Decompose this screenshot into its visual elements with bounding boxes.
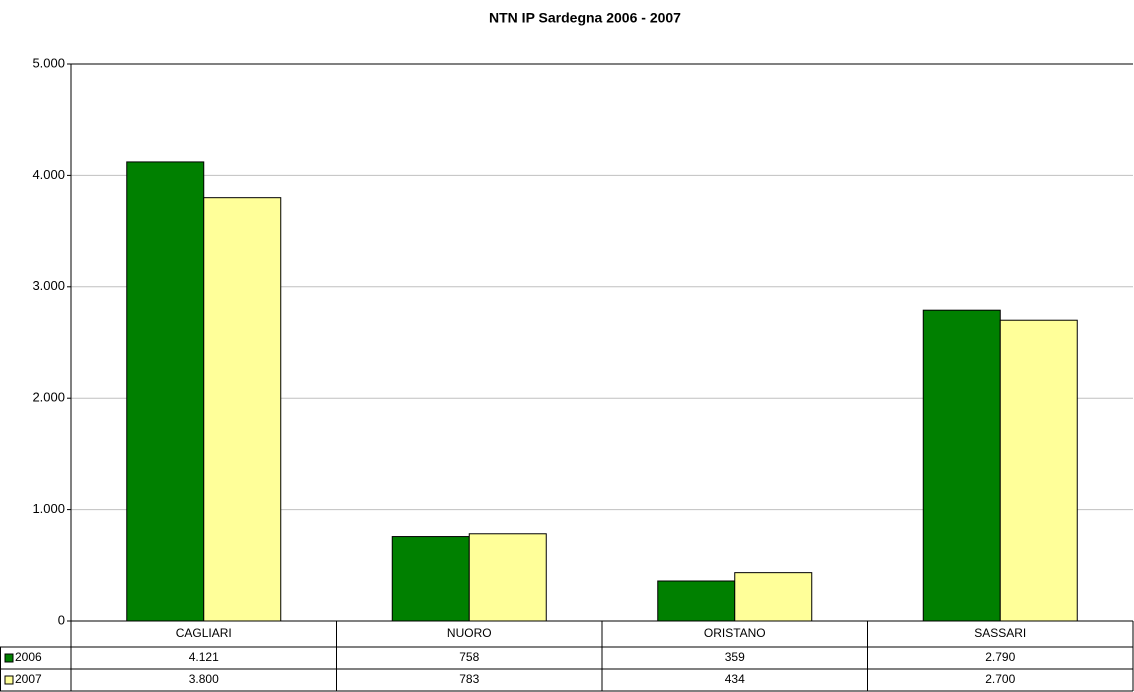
bar xyxy=(657,580,736,622)
legend-key xyxy=(4,675,14,685)
bar xyxy=(468,533,547,622)
legend-label: 2007 xyxy=(15,672,42,686)
data-label: 434 xyxy=(725,672,745,686)
bar xyxy=(999,319,1078,622)
data-label: 4.121 xyxy=(189,650,219,664)
bar xyxy=(126,161,205,622)
data-label: 359 xyxy=(725,650,745,664)
x-tick-label: NUORO xyxy=(447,626,492,640)
bar xyxy=(734,572,813,622)
data-label: 2.700 xyxy=(985,672,1015,686)
y-tick-label: 4.000 xyxy=(32,167,65,182)
x-tick-label: CAGLIARI xyxy=(176,626,232,640)
chart-title: NTN IP Sardegna 2006 - 2007 xyxy=(489,10,681,26)
legend-label: 2006 xyxy=(15,650,42,664)
x-tick-label: SASSARI xyxy=(974,626,1026,640)
legend-key xyxy=(4,653,14,663)
y-tick-label: 1.000 xyxy=(32,501,65,516)
y-tick-label: 5.000 xyxy=(32,55,65,70)
bar xyxy=(922,309,1001,622)
data-label: 2.790 xyxy=(985,650,1015,664)
bar xyxy=(391,536,470,622)
data-label: 3.800 xyxy=(189,672,219,686)
x-tick-label: ORISTANO xyxy=(704,626,766,640)
y-tick-label: 3.000 xyxy=(32,278,65,293)
y-tick-label: 0 xyxy=(58,612,65,627)
data-label: 758 xyxy=(459,650,479,664)
bar xyxy=(203,197,282,622)
data-label: 783 xyxy=(459,672,479,686)
y-tick-label: 2.000 xyxy=(32,390,65,405)
